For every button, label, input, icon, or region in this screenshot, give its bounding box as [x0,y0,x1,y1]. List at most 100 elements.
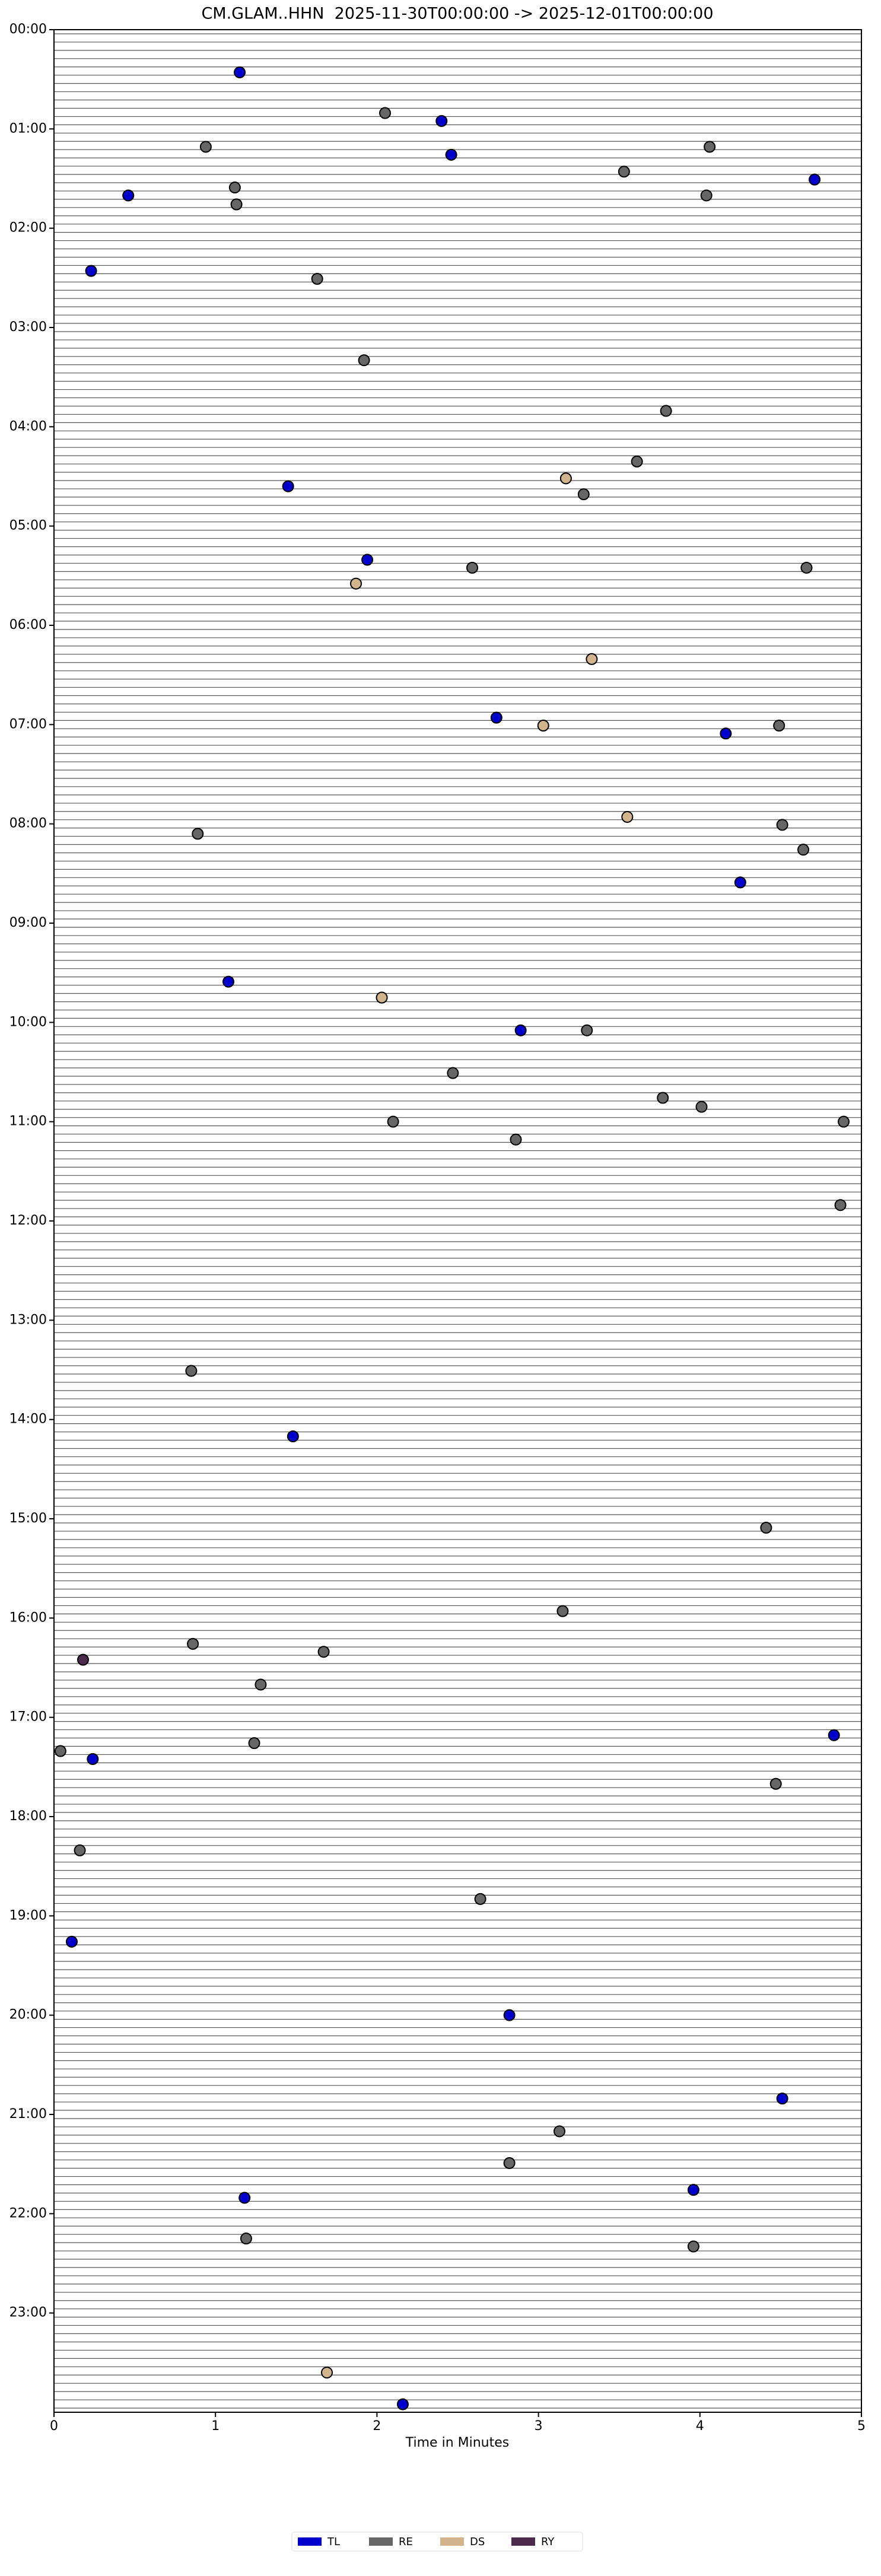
event-marker [503,2157,516,2169]
event-marker [773,720,785,732]
event-marker [514,1024,527,1036]
event-marker [720,727,732,740]
event-marker [581,1024,593,1036]
event-marker [122,189,135,202]
event-marker [435,115,448,127]
event-marker [199,141,212,153]
x-tick-label: 2 [373,2419,381,2434]
event-marker [687,2184,699,2196]
event-marker [776,2092,788,2105]
event-marker [447,1067,459,1079]
event-marker [474,1893,486,1905]
y-tick-label: 10:00 [9,1015,47,1029]
event-marker [621,810,634,823]
event-marker [537,720,549,732]
event-marker [776,819,788,831]
y-tick-label: 04:00 [9,419,47,434]
y-tick-label: 23:00 [9,2305,47,2320]
event-marker [317,1646,330,1658]
x-axis-label: Time in Minutes [405,2435,510,2450]
event-marker [553,2125,565,2138]
event-marker [797,844,810,856]
event-marker [248,1737,260,1750]
event-marker [87,1753,99,1765]
event-marker [282,480,294,492]
event-marker [192,828,204,840]
event-marker [187,1637,199,1650]
event-marker [376,991,388,1004]
y-tick-label: 15:00 [9,1511,47,1526]
y-tick-label: 02:00 [9,221,47,236]
event-marker [695,1101,708,1113]
legend-swatch [440,2537,464,2546]
event-marker [559,472,572,485]
legend-label: DS [470,2536,485,2548]
y-tick-label: 17:00 [9,1710,47,1725]
legend: TL RE DS RY [291,2532,583,2552]
chart-title: CM.GLAM..HHN 2025-11-30T00:00:00 -> 2025… [201,5,713,23]
event-marker [228,182,241,194]
event-marker [387,1115,399,1128]
event-marker [287,1430,299,1443]
y-tick-label: 08:00 [9,816,47,831]
legend-label: RY [541,2536,555,2548]
event-marker [238,2192,251,2204]
y-tick-label: 14:00 [9,1412,47,1427]
x-tick-label: 1 [211,2419,220,2434]
event-marker [379,107,392,119]
y-tick-label: 22:00 [9,2206,47,2221]
x-tick-label: 0 [50,2419,58,2434]
event-marker [618,166,630,178]
event-marker [234,66,246,78]
event-marker [838,1115,850,1128]
event-marker [800,561,813,574]
legend-label: TL [327,2536,340,2548]
event-marker [240,2232,252,2245]
event-marker [828,1729,840,1741]
event-marker [704,141,716,153]
legend-frame [291,2532,583,2552]
y-tick-label: 06:00 [9,618,47,632]
y-tick-label: 12:00 [9,1213,47,1228]
y-tick-label: 16:00 [9,1610,47,1625]
y-tick-label: 19:00 [9,1908,47,1923]
event-marker [809,173,821,186]
y-tick-label: 20:00 [9,2008,47,2022]
event-marker [769,1777,782,1790]
event-marker [54,1745,66,1757]
event-marker [760,1522,772,1534]
y-tick-label: 21:00 [9,2107,47,2122]
event-marker [185,1365,198,1377]
event-marker [396,2398,409,2410]
event-marker [490,711,502,724]
event-marker [445,148,457,161]
event-marker [510,1133,522,1146]
event-marker [65,1935,78,1948]
event-marker [311,273,323,285]
event-marker [255,1678,267,1691]
event-marker [358,354,370,367]
event-marker [321,2367,333,2379]
y-tick-label: 13:00 [9,1312,47,1327]
y-tick-label: 01:00 [9,121,47,136]
event-marker [657,1092,669,1104]
event-marker [503,2009,516,2021]
event-marker [586,653,598,665]
event-marker [350,577,362,590]
event-marker [734,876,746,889]
event-marker [556,1605,569,1617]
legend-swatch [511,2537,535,2546]
legend-swatch [298,2537,322,2546]
y-tick-label: 18:00 [9,1809,47,1824]
x-tick-label: 5 [857,2419,866,2434]
x-tick-label: 4 [696,2419,704,2434]
legend-label: RE [399,2536,413,2548]
event-marker [361,554,374,566]
x-tick-label: 3 [535,2419,543,2434]
y-tick-label: 11:00 [9,1114,47,1129]
event-marker [74,1844,86,1856]
event-marker [77,1653,89,1666]
event-marker [687,2240,699,2253]
y-tick-label: 09:00 [9,915,47,930]
